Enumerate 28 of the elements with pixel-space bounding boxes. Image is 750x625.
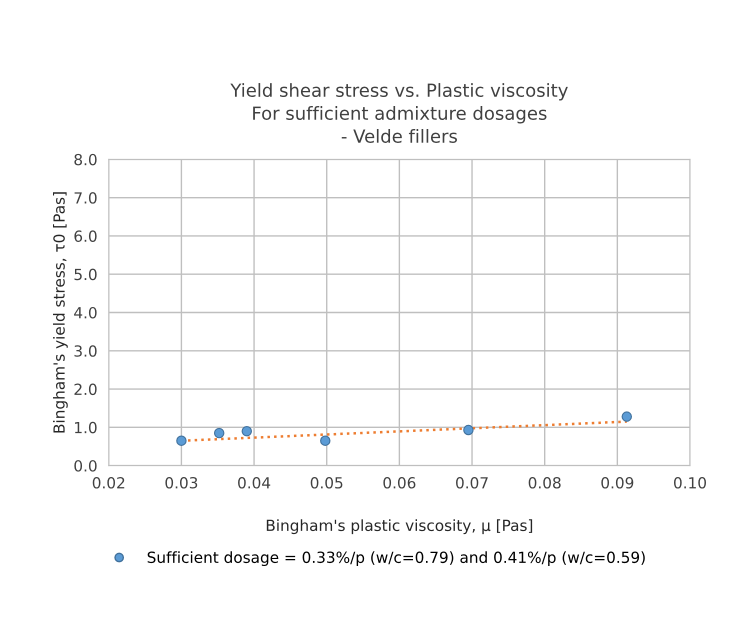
y-tick-label: 7.0 [74,192,97,204]
point [463,424,474,436]
point [320,436,330,446]
y-tick-label: 2.0 [74,384,97,396]
y-tick-label: 4.0 [74,306,97,319]
y-tick-label: 1.0 [75,422,97,434]
x-tick-label: 0.08 [528,477,561,489]
y-tick-label: 3.0 [74,345,97,357]
chart-title: Yield shear stress vs. Plastic viscosity For sufficient admixture dosages - Velde fillers [230,83,568,143]
point [214,428,224,438]
y-tick-label: 6.0 [74,230,97,242]
point [176,436,187,446]
x-tick-label: 0.02 [92,477,124,489]
x-tick-label: 0.03 [165,477,198,489]
point [622,411,632,422]
x-tick-label: 0.10 [674,477,706,489]
legend-label: Sufficient dosage = 0.33%/p (w/c=0.79) and 0.41%/p (w/c=0.59) [148,551,645,566]
x-tick-label: 0.06 [383,477,416,489]
y-tick-label: 8.0 [74,154,97,166]
x-tick-label: 0.09 [601,477,634,489]
y-tick-label: 5.0 [74,268,97,280]
x-tick-label: 0.05 [310,477,342,489]
y-axis-title: Bingham's yield stress, τ0 [Pas] [53,192,68,432]
y-tick-label: 0.0 [74,460,97,472]
x-tick-label: 0.04 [238,477,270,489]
x-axis-title: Bingham's plastic viscosity, μ [Pas] [266,519,532,534]
x-tick-label: 0.07 [456,477,488,489]
point [242,426,252,436]
